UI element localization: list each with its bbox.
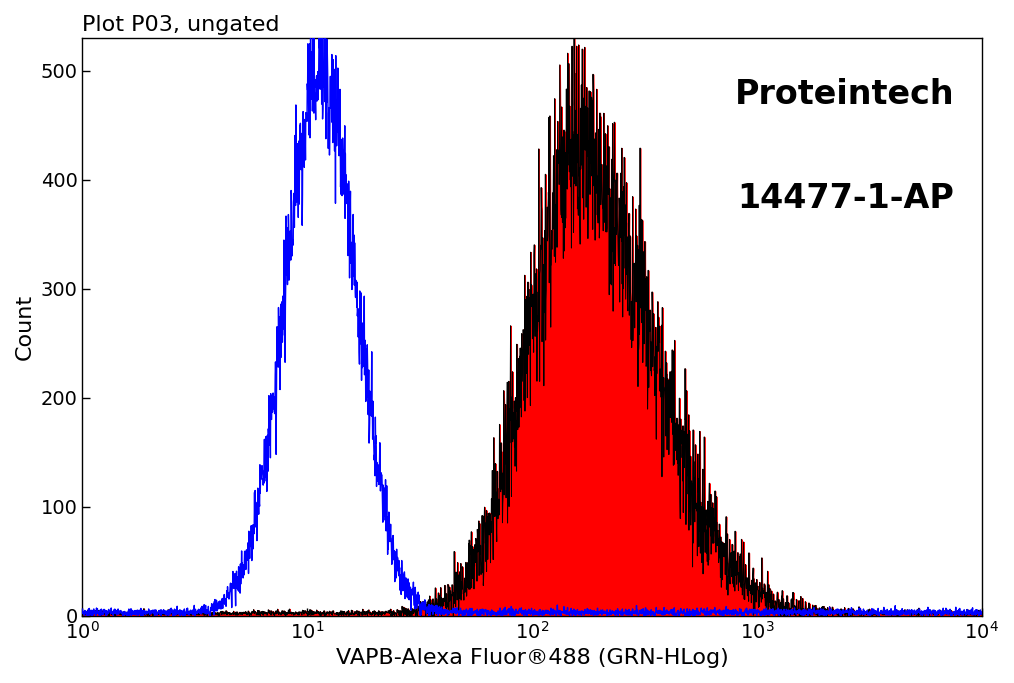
Text: Plot P03, ungated: Plot P03, ungated bbox=[82, 15, 280, 35]
X-axis label: VAPB-Alexa Fluor®488 (GRN-HLog): VAPB-Alexa Fluor®488 (GRN-HLog) bbox=[336, 648, 728, 668]
Y-axis label: Count: Count bbox=[15, 294, 35, 360]
Text: Proteintech: Proteintech bbox=[735, 79, 954, 111]
Text: 14477-1-AP: 14477-1-AP bbox=[738, 182, 954, 215]
